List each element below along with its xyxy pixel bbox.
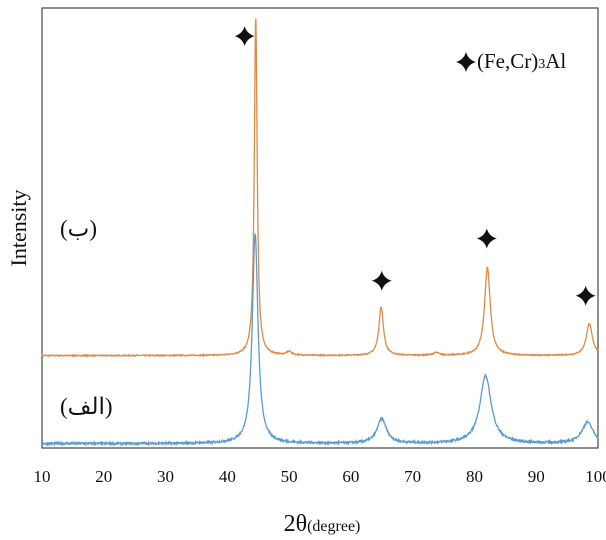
x-axis-label: 2θ(degree) (284, 511, 361, 537)
peak-star-icon (476, 228, 497, 249)
peak-star-icon (234, 26, 255, 47)
series-line-1 (41, 232, 599, 448)
series-label-alef: (الف) (60, 394, 113, 419)
legend-star-icon (456, 52, 476, 72)
x-tick-label: 50 (281, 467, 298, 486)
x-tick-label: 60 (342, 467, 359, 486)
x-tick-label: 90 (528, 467, 545, 486)
peak-star-icon (575, 285, 596, 306)
series-label-b: (ب) (60, 216, 97, 241)
x-tick-label: 20 (95, 467, 112, 486)
x-tick-label: 10 (34, 467, 51, 486)
legend-label-end: Al (545, 49, 566, 73)
x-tick-label: 70 (404, 467, 421, 486)
x-tick-label: 80 (466, 467, 483, 486)
plot-frame (41, 7, 599, 449)
x-tick-label: 100 (585, 467, 606, 486)
legend-label-sub: 3 (538, 57, 545, 72)
peak-star-icon (371, 270, 392, 291)
series-layer (41, 18, 599, 448)
x-tick-label: 40 (219, 467, 236, 486)
x-ticks: 10 20 30 40 50 60 70 80 90 100 (34, 467, 606, 486)
legend-label-main: (Fe,Cr) (477, 49, 538, 73)
legend-label: (Fe,Cr)3Al (477, 49, 566, 73)
peak-markers (234, 26, 596, 306)
x-axis-label-unit: (degree) (307, 518, 360, 535)
legend: (Fe,Cr)3Al (456, 49, 566, 73)
x-axis-label-main: 2θ (284, 511, 308, 537)
y-axis-label: Intensity (6, 190, 31, 267)
series-line-0 (41, 18, 599, 358)
x-tick-label: 30 (157, 467, 174, 486)
